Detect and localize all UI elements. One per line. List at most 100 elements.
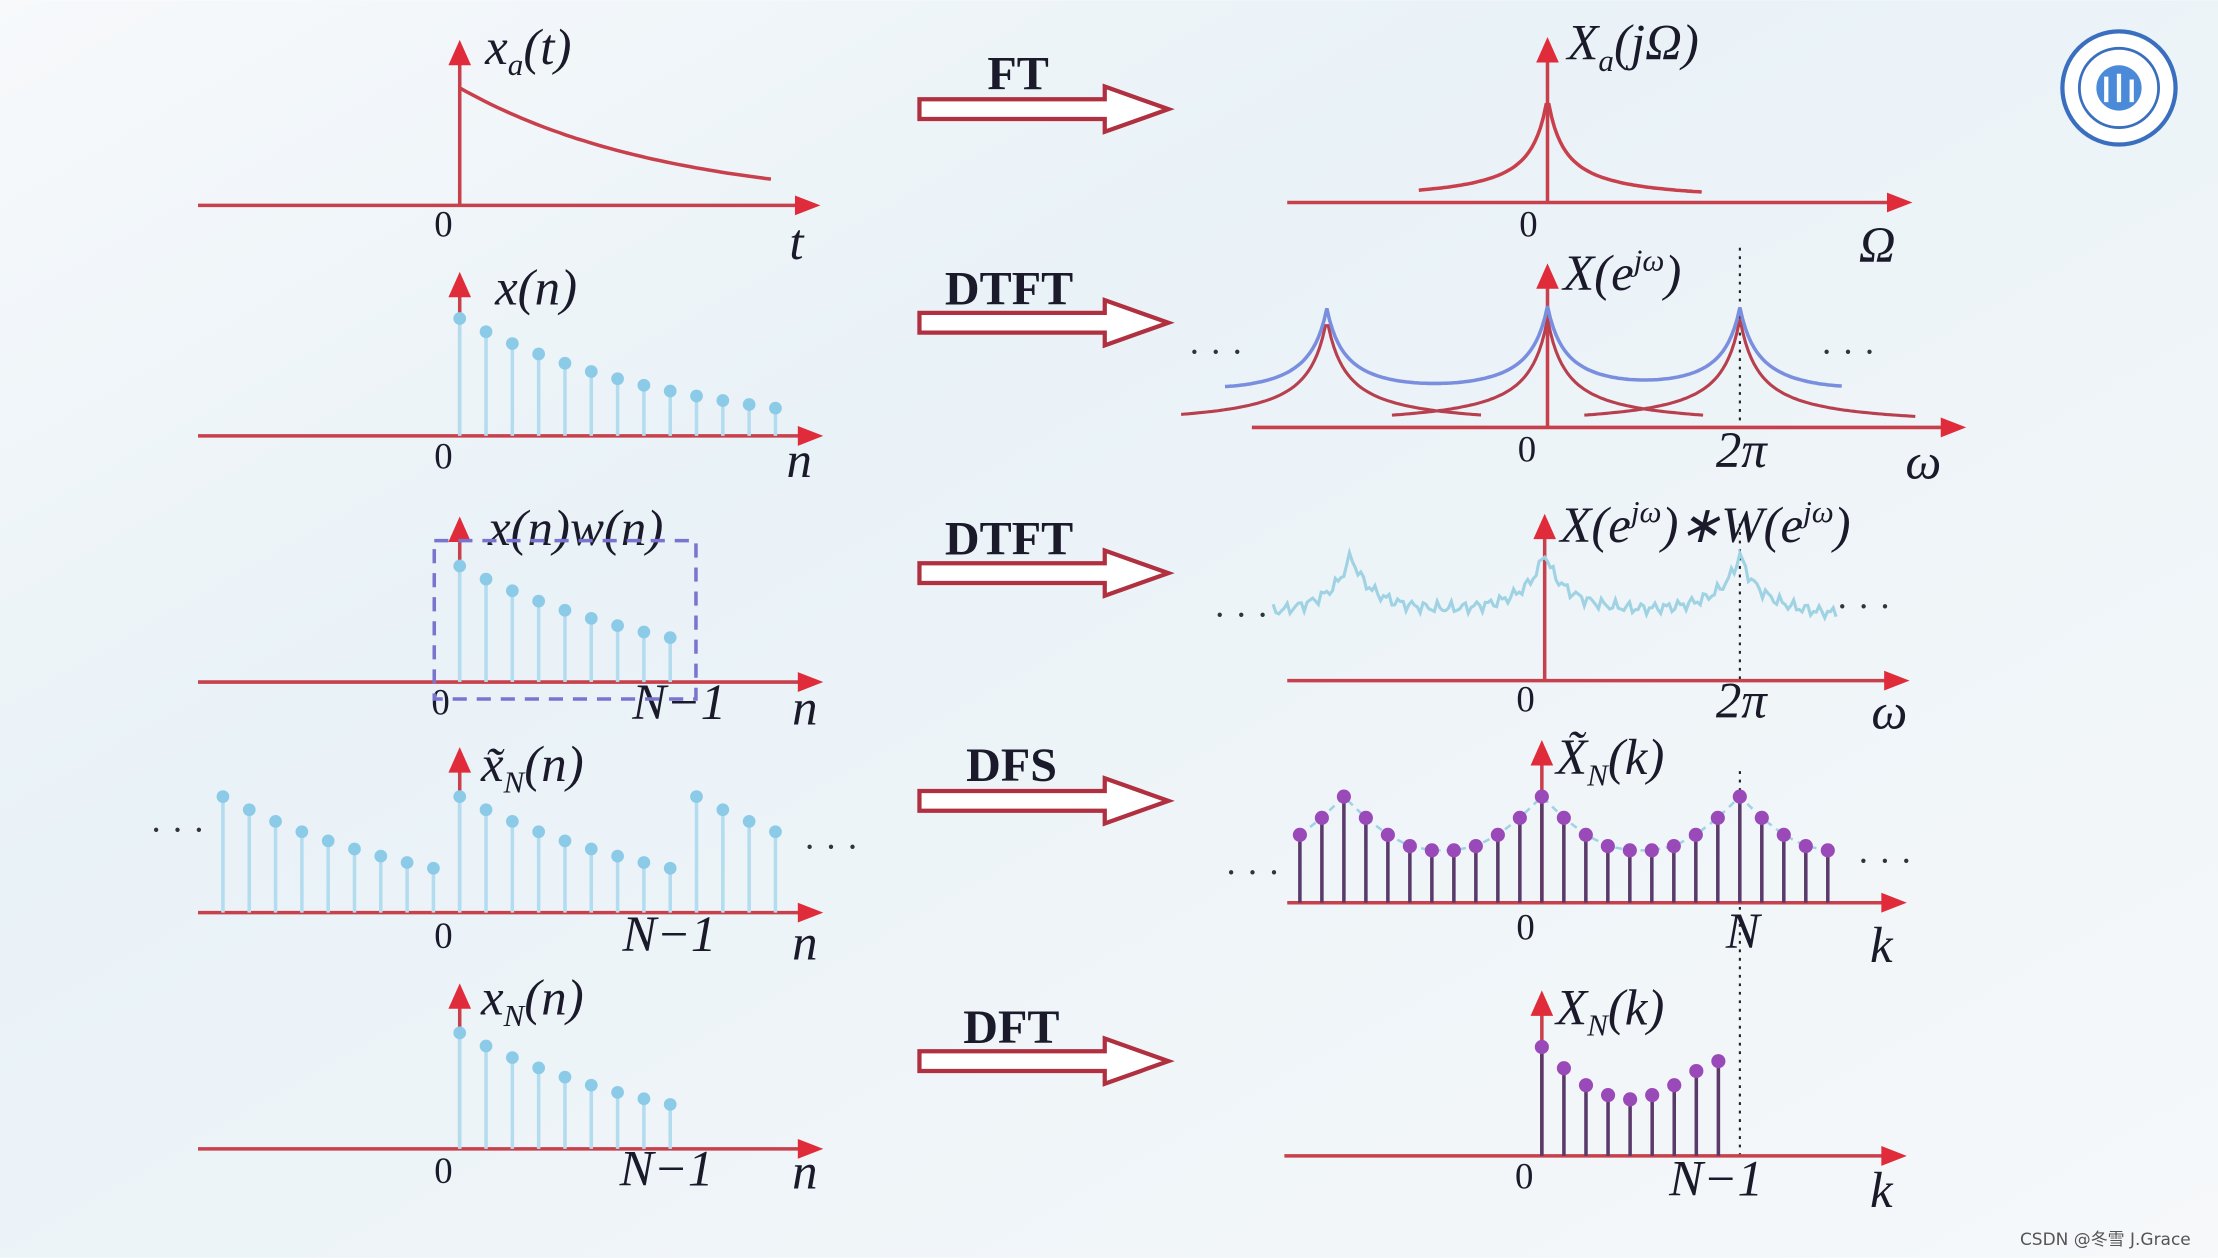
label-part: N	[1586, 1008, 1610, 1043]
stem-dot	[453, 790, 467, 803]
stem-dot	[558, 1070, 572, 1084]
axis-name: ω	[1905, 434, 1941, 490]
stem-dot	[1468, 839, 1483, 854]
axis-arrow	[1530, 740, 1554, 766]
transform-name: DFS	[966, 739, 1057, 792]
signal-label: Xa(jΩ)	[1565, 16, 1699, 78]
stem-dot	[690, 389, 703, 403]
stem-dot	[1711, 1054, 1726, 1069]
origin-label: 0	[1516, 906, 1534, 947]
stem-dot	[742, 815, 756, 828]
stem-dot	[637, 378, 651, 392]
axis-arrow	[1536, 37, 1559, 63]
stem-dot	[1600, 1088, 1616, 1103]
axis-arrow	[1881, 892, 1907, 913]
ellipsis: · · ·	[1188, 331, 1243, 372]
signal-label: x(n)w(n)	[487, 501, 663, 557]
spectrum-curve	[1224, 305, 1842, 389]
stem-dot	[348, 842, 361, 856]
stem-dot	[1776, 827, 1791, 842]
label-part: (t)	[523, 20, 571, 76]
stem-dot	[584, 842, 598, 856]
axis-mark: 2π	[1716, 673, 1768, 729]
stem-dot	[532, 594, 546, 608]
stem-dot	[558, 356, 572, 370]
stem-dot	[584, 1078, 598, 1092]
label-part: jω	[1630, 242, 1665, 277]
logo	[2060, 29, 2178, 147]
axis-arrow	[797, 426, 824, 446]
stem-dot	[716, 803, 730, 817]
stem-dot	[1512, 810, 1527, 825]
label-part: X(e	[1561, 246, 1634, 302]
signal-label: X(ejω)∗W(ejω)	[1558, 494, 1850, 554]
stem-dot	[1645, 1088, 1660, 1103]
transform-arrow	[917, 775, 1175, 827]
stem-dot	[1820, 843, 1835, 858]
stem-dot	[1490, 827, 1505, 842]
stem-dot	[479, 325, 493, 339]
axis-arrow	[448, 747, 472, 773]
stem-dot	[1623, 1092, 1638, 1107]
transform-arrow	[917, 297, 1175, 349]
ellipsis: · · ·	[1836, 585, 1891, 626]
label-part: a	[508, 47, 524, 82]
transform-name: DFT	[963, 1001, 1059, 1054]
stem-dot	[453, 1026, 467, 1040]
label-part: (n)	[524, 737, 583, 793]
stem-dot	[716, 394, 730, 407]
origin-label: 0	[434, 915, 452, 956]
stem-dot	[453, 559, 467, 573]
signal-label: X̃N(k)	[1554, 730, 1664, 792]
stem-dot	[1667, 1078, 1682, 1093]
ellipsis: · · ·	[803, 826, 858, 867]
stem-dot	[1578, 1078, 1594, 1093]
axis-name: k	[1870, 918, 1894, 974]
signal-label: x̃N(n)	[480, 737, 584, 799]
axis-name: t	[789, 215, 805, 271]
stem-dot	[295, 825, 309, 839]
axis-arrow	[1881, 1146, 1907, 1166]
transform-arrow	[917, 547, 1175, 599]
ellipsis: · · ·	[1821, 331, 1876, 372]
stem-dot	[242, 803, 256, 817]
stem-dot	[374, 849, 388, 863]
stem-dot	[637, 1092, 651, 1106]
label-part: X(e	[1558, 498, 1631, 554]
stem-dot	[1666, 839, 1681, 854]
axis-mark: N−1	[619, 1142, 714, 1198]
signal-label: xN(n)	[480, 970, 584, 1032]
axis-arrow	[797, 672, 824, 692]
stem-dot	[1689, 1063, 1704, 1079]
stem-dot	[1336, 789, 1351, 804]
watermark: CSDN @冬雪 J.Grace	[2020, 1230, 2191, 1250]
label-part: (k)	[1608, 730, 1665, 786]
stem-dot	[1292, 827, 1307, 842]
stem-dot	[1446, 843, 1461, 858]
stem-dot	[663, 1098, 677, 1111]
label-part: x(n)w(n)	[487, 501, 663, 557]
axis-name: k	[1870, 1163, 1894, 1219]
stem-dot	[769, 825, 782, 839]
axis-arrow	[448, 271, 472, 298]
stem-dot	[584, 365, 598, 378]
axis-name: n	[786, 433, 811, 489]
label-part: N	[503, 998, 527, 1033]
stem-dot	[1534, 789, 1549, 804]
label-part: jω	[1799, 494, 1834, 529]
label-part: x̃	[480, 737, 505, 793]
spectrum-curve	[1180, 324, 1482, 417]
axis-arrow	[1940, 417, 1967, 438]
origin-label: 0	[434, 1150, 452, 1191]
axis-arrow	[448, 39, 472, 66]
stem-dot	[1644, 843, 1659, 858]
axis-arrow	[1884, 670, 1910, 691]
label-part: (k)	[1608, 980, 1665, 1036]
signal-label: x(n)	[494, 260, 577, 316]
axis-mark: N−1	[631, 675, 726, 731]
ellipsis: · · ·	[1857, 840, 1912, 881]
stem-dot	[611, 619, 624, 632]
axis-arrow	[1536, 263, 1559, 289]
axis-arrow	[794, 195, 821, 216]
stem-dot	[1534, 1039, 1549, 1055]
